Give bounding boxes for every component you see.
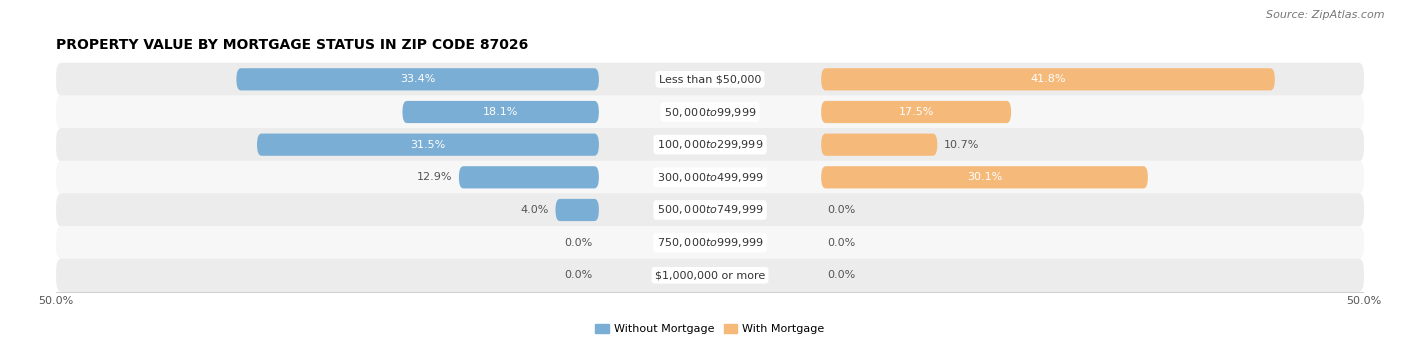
- FancyBboxPatch shape: [821, 134, 938, 156]
- Text: $100,000 to $299,999: $100,000 to $299,999: [657, 138, 763, 151]
- FancyBboxPatch shape: [555, 199, 599, 221]
- Text: 17.5%: 17.5%: [898, 107, 934, 117]
- Text: 10.7%: 10.7%: [943, 140, 979, 150]
- FancyBboxPatch shape: [821, 68, 1275, 90]
- Text: $500,000 to $749,999: $500,000 to $749,999: [657, 204, 763, 217]
- FancyBboxPatch shape: [458, 166, 599, 189]
- Text: 0.0%: 0.0%: [564, 270, 592, 280]
- Text: $1,000,000 or more: $1,000,000 or more: [655, 270, 765, 280]
- FancyBboxPatch shape: [56, 63, 1364, 96]
- Text: 41.8%: 41.8%: [1031, 74, 1066, 84]
- Text: PROPERTY VALUE BY MORTGAGE STATUS IN ZIP CODE 87026: PROPERTY VALUE BY MORTGAGE STATUS IN ZIP…: [56, 38, 529, 51]
- FancyBboxPatch shape: [821, 166, 1147, 189]
- Text: $300,000 to $499,999: $300,000 to $499,999: [657, 171, 763, 184]
- FancyBboxPatch shape: [56, 128, 1364, 161]
- FancyBboxPatch shape: [257, 134, 599, 156]
- FancyBboxPatch shape: [56, 193, 1364, 227]
- Text: 4.0%: 4.0%: [520, 205, 548, 215]
- Text: Source: ZipAtlas.com: Source: ZipAtlas.com: [1267, 10, 1385, 20]
- FancyBboxPatch shape: [56, 258, 1364, 292]
- FancyBboxPatch shape: [821, 101, 1011, 123]
- Text: 0.0%: 0.0%: [828, 270, 856, 280]
- FancyBboxPatch shape: [236, 68, 599, 90]
- Text: $750,000 to $999,999: $750,000 to $999,999: [657, 236, 763, 249]
- Text: 12.9%: 12.9%: [416, 172, 453, 182]
- FancyBboxPatch shape: [402, 101, 599, 123]
- FancyBboxPatch shape: [56, 226, 1364, 259]
- Text: 30.1%: 30.1%: [967, 172, 1002, 182]
- Text: 0.0%: 0.0%: [828, 238, 856, 248]
- Text: $50,000 to $99,999: $50,000 to $99,999: [664, 105, 756, 119]
- Text: 31.5%: 31.5%: [411, 140, 446, 150]
- FancyBboxPatch shape: [56, 95, 1364, 129]
- Text: 0.0%: 0.0%: [828, 205, 856, 215]
- Text: 0.0%: 0.0%: [564, 238, 592, 248]
- Text: 18.1%: 18.1%: [484, 107, 519, 117]
- Text: Less than $50,000: Less than $50,000: [659, 74, 761, 84]
- Legend: Without Mortgage, With Mortgage: Without Mortgage, With Mortgage: [591, 320, 830, 339]
- FancyBboxPatch shape: [56, 161, 1364, 194]
- Text: 33.4%: 33.4%: [399, 74, 436, 84]
